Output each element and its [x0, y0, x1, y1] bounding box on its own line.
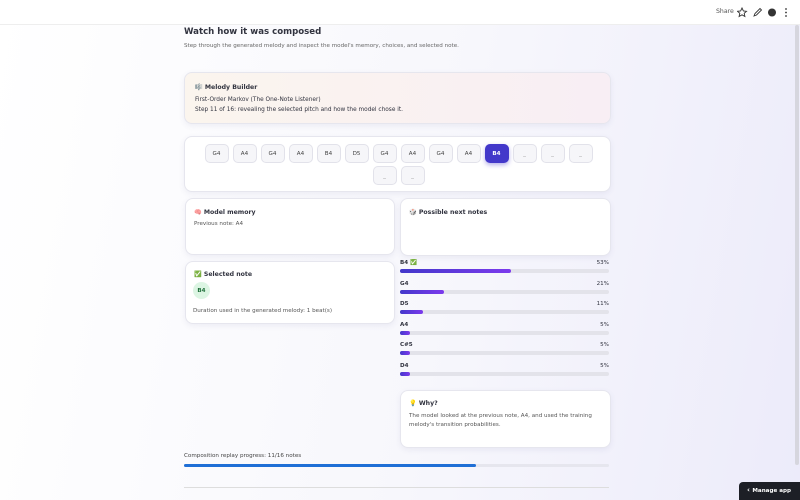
prob-bar	[400, 372, 411, 376]
note-chip[interactable]: A4	[400, 144, 425, 163]
why-card: 💡 Why? The model looked at the previous …	[400, 390, 611, 448]
prob-note: D4	[400, 363, 409, 369]
note-chip[interactable]: D5	[344, 144, 369, 163]
prob-bar	[400, 269, 511, 273]
scrollbar	[795, 25, 799, 465]
star-icon[interactable]	[737, 7, 748, 18]
prob-track	[400, 269, 609, 273]
memory-text: Previous note: A4	[194, 221, 244, 227]
prob-label: 21%	[596, 280, 609, 287]
prob-track	[400, 351, 609, 356]
note-chip[interactable]: A4	[288, 144, 313, 163]
next-notes-card: 🎲 Possible next notes	[400, 198, 611, 256]
note-chip[interactable]: _	[540, 144, 565, 163]
note-chip[interactable]: _	[400, 166, 425, 185]
page-subtitle: Step through the generated melody and in…	[184, 43, 459, 49]
github-icon[interactable]	[768, 8, 776, 17]
note-chip[interactable]: _	[568, 144, 593, 163]
share-button[interactable]: Share	[716, 8, 734, 15]
prob-track	[400, 310, 609, 315]
why-text: The model looked at the previous note, A…	[409, 413, 592, 428]
progress-fill	[184, 464, 477, 467]
prob-track	[400, 372, 609, 376]
progress-label: Composition replay progress: 11/16 notes	[184, 453, 302, 459]
probability-list: B4 ✅ 53% G4 21% D5 11% A4 5% C#5 5% D4 5%	[400, 260, 609, 380]
builder-model: First-Order Markov (The One-Note Listene…	[195, 97, 321, 103]
note-chip[interactable]: _	[512, 144, 537, 163]
prob-bar	[400, 351, 411, 356]
prob-bar	[400, 310, 423, 315]
notes-card: G4 A4 G4 A4 B4 D5 G4 A4 G4 A4 B4 _ _ _ _ _	[184, 136, 611, 192]
note-chip[interactable]: G4	[260, 144, 285, 163]
note-chip[interactable]: B4	[484, 144, 509, 163]
chevron: ‹	[747, 486, 750, 494]
selected-note: B4	[193, 282, 210, 299]
why-title: 💡 Why?	[409, 400, 438, 407]
prob-bar	[400, 330, 411, 335]
toolbar: Share	[0, 0, 800, 25]
manage-app-button[interactable]: ‹ Manage app	[739, 482, 800, 500]
note-chip[interactable]: G4	[428, 144, 453, 163]
manage-app-label: Manage app	[752, 488, 791, 494]
prob-note: C#5	[400, 342, 413, 349]
note-chip[interactable]: G4	[372, 144, 397, 163]
builder-card: 🎼 Melody Builder First-Order Markov (The…	[184, 72, 611, 124]
note-chip[interactable]: _	[372, 166, 397, 185]
memory-card: 🧠 Model memory Previous note: A4	[185, 198, 395, 255]
prob-note: G4	[400, 280, 409, 287]
prob-track	[400, 289, 609, 294]
selected-title: ✅ Selected note	[194, 271, 253, 278]
prob-note: D5	[400, 301, 409, 308]
note-chip[interactable]: A4	[232, 144, 257, 163]
next-notes-title: 🎲 Possible next notes	[409, 209, 488, 216]
edit-icon[interactable]	[753, 7, 763, 17]
progress-track	[184, 464, 609, 467]
prob-note: B4 ✅	[400, 260, 418, 266]
page-title: Watch how it was composed	[184, 27, 322, 37]
note-chip[interactable]: G4	[204, 144, 229, 163]
divider	[184, 487, 609, 488]
toolbar-icons	[737, 7, 787, 18]
note-chip[interactable]: B4	[316, 144, 341, 163]
builder-step: Step 11 of 16: revealing the selected pi…	[195, 107, 403, 113]
builder-title: 🎼 Melody Builder	[195, 84, 258, 91]
note-chip[interactable]: A4	[456, 144, 481, 163]
selected-card: ✅ Selected note B4 Duration used in the …	[185, 261, 395, 324]
selected-duration: Duration used in the generated melody: 1…	[193, 308, 333, 314]
prob-label: 5%	[600, 321, 609, 328]
menu-icon[interactable]	[785, 8, 787, 17]
prob-label: 53%	[596, 260, 609, 266]
prob-note: A4	[400, 321, 409, 328]
prob-label: 5%	[600, 342, 609, 349]
prob-bar	[400, 289, 444, 294]
memory-title: 🧠 Model memory	[194, 209, 256, 216]
prob-label: 5%	[600, 363, 609, 369]
prob-track	[400, 330, 609, 335]
prob-label: 11%	[596, 301, 609, 308]
